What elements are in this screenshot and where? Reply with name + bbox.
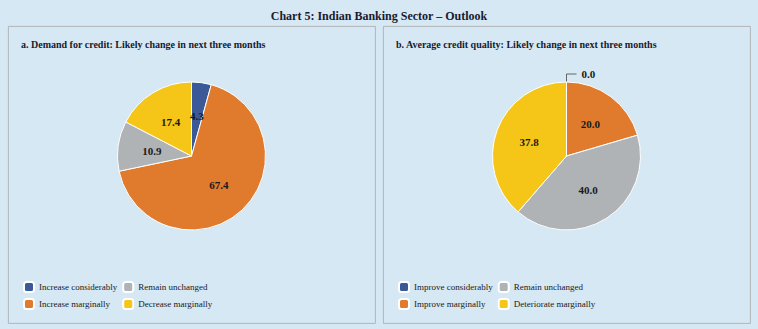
svg-text:20.0: 20.0 [581,118,601,130]
svg-text:Decrease marginally: Decrease marginally [138,299,213,309]
svg-text:Increase considerably: Increase considerably [39,282,118,292]
svg-text:0.0: 0.0 [582,68,596,80]
svg-text:Remain unchanged: Remain unchanged [138,282,208,292]
svg-text:10.9: 10.9 [142,145,162,157]
svg-text:37.8: 37.8 [519,136,539,148]
svg-text:Deteriorate marginally: Deteriorate marginally [514,299,596,309]
svg-text:67.4: 67.4 [209,179,229,191]
svg-text:Remain unchanged: Remain unchanged [514,282,584,292]
svg-text:Chart 5: Indian Banking Sector: Chart 5: Indian Banking Sector – Outlook [271,9,488,23]
svg-text:4.3: 4.3 [190,110,204,122]
svg-text:Improve considerably: Improve considerably [414,282,493,292]
svg-text:b. Average credit quality: Lik: b. Average credit quality: Likely change… [396,39,657,50]
svg-text:17.4: 17.4 [161,116,181,128]
svg-text:a. Demand for credit: Likely c: a. Demand for credit: Likely change in n… [21,39,266,50]
svg-text:Improve marginally: Improve marginally [414,299,486,309]
svg-text:Increase marginally: Increase marginally [39,299,111,309]
svg-text:40.0: 40.0 [579,184,599,196]
